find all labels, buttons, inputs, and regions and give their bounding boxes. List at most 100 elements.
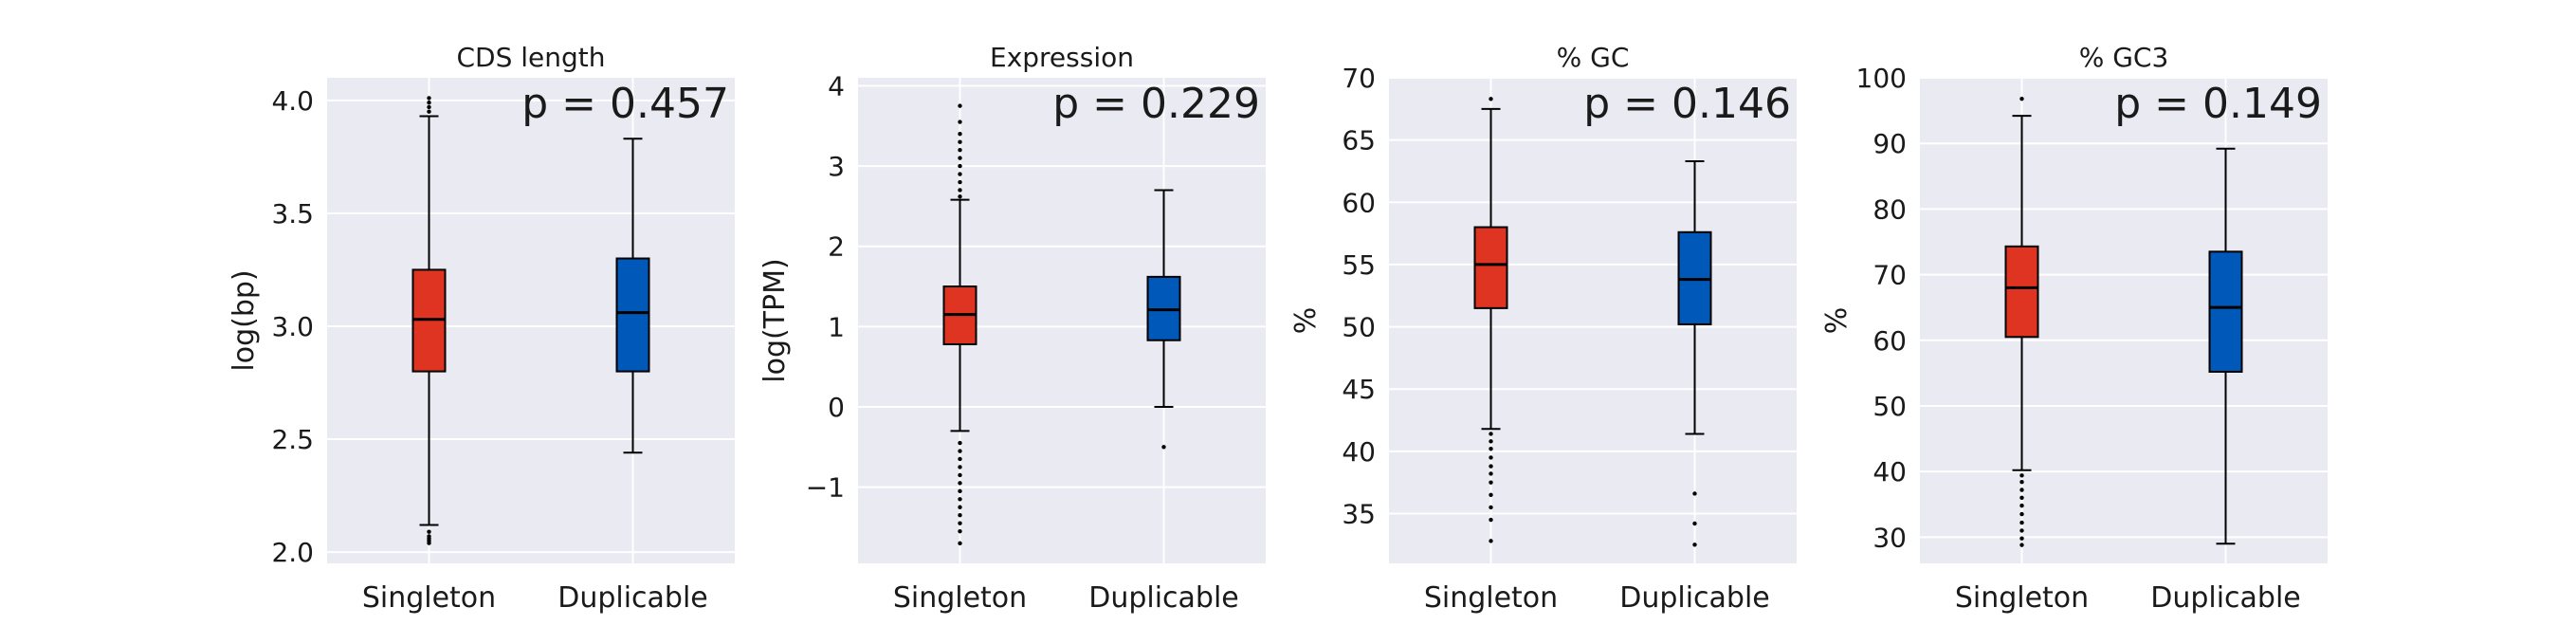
- outlier-point: [427, 534, 431, 539]
- outlier-point: [958, 505, 962, 509]
- outlier-point: [958, 449, 962, 453]
- box-singleton: [411, 96, 447, 545]
- y-tick-label: 0: [828, 392, 845, 423]
- x-category-label: Duplicable: [557, 581, 708, 615]
- y-tick-label: 2.0: [271, 537, 314, 568]
- x-category-label: Singleton: [1424, 581, 1558, 615]
- y-tick-label: 2: [828, 231, 845, 263]
- y-tick-label: 4: [828, 70, 845, 101]
- outlier-point: [1489, 464, 1493, 469]
- chart-title: Expression: [990, 42, 1134, 73]
- y-tick-label: 55: [1342, 249, 1376, 281]
- x-category-label: Duplicable: [2150, 581, 2301, 615]
- outlier-point: [958, 163, 962, 169]
- y-tick-label: 80: [1873, 193, 1907, 225]
- p-value-annotation: p = 0.457: [521, 80, 729, 128]
- outlier-point: [958, 132, 962, 137]
- p-value-annotation: p = 0.146: [1583, 80, 1791, 128]
- chart-panel-3: 35 40 45 50 55 60 65 70 Singleton Duplicable % GC%…: [1289, 42, 1797, 615]
- outlier-point: [427, 104, 431, 110]
- y-tick-label: −1: [806, 472, 845, 504]
- outlier-point: [2019, 511, 2024, 517]
- y-tick-label: 50: [1873, 391, 1907, 422]
- outlier-point: [427, 96, 431, 101]
- chart-panel-2: −1 0 1 2 3 4 Singleton Duplicable Expression log(…: [758, 42, 1266, 615]
- box-duplicable: [2208, 147, 2243, 545]
- x-category-label: Singleton: [1955, 581, 2089, 615]
- iqr-box: [1473, 226, 1508, 309]
- box-singleton: [942, 103, 977, 546]
- chart-title: CDS length: [456, 42, 605, 73]
- outlier-point: [958, 497, 962, 502]
- chart-panel-4: 30 40 50 60 70 80 90 100 Singleton Duplicable % GC…: [1820, 42, 2328, 615]
- x-category-label: Duplicable: [1619, 581, 1770, 615]
- y-tick-label: 70: [1873, 260, 1907, 291]
- plot-background: [327, 78, 735, 563]
- outlier-point: [2019, 536, 2024, 541]
- y-tick-label: 65: [1342, 125, 1376, 156]
- iqr-box: [2208, 250, 2243, 373]
- outlier-point: [958, 456, 962, 462]
- outlier-point: [1692, 543, 1697, 547]
- chart-title: % GC: [1557, 42, 1630, 73]
- outlier-point: [427, 109, 431, 114]
- box-duplicable: [1146, 189, 1181, 450]
- outlier-point: [1489, 471, 1493, 476]
- outlier-point: [1489, 480, 1493, 485]
- outlier-point: [2019, 480, 2024, 485]
- y-tick-label: 100: [1856, 63, 1907, 94]
- y-axis-label: log(bp): [228, 269, 261, 371]
- plot-background: [858, 78, 1266, 563]
- y-tick-label: 30: [1873, 522, 1907, 553]
- box-duplicable: [615, 138, 650, 454]
- outlier-point: [958, 194, 962, 199]
- y-tick-label: 3.0: [271, 311, 314, 342]
- outlier-point: [958, 147, 962, 153]
- y-tick-label: 35: [1342, 498, 1376, 529]
- outlier-point: [958, 481, 962, 486]
- y-tick-label: 40: [1342, 436, 1376, 468]
- outlier-point: [1692, 491, 1697, 496]
- x-category-label: Singleton: [362, 581, 496, 615]
- outlier-point: [2019, 520, 2024, 525]
- outlier-point: [958, 488, 962, 494]
- y-tick-label: 3: [828, 151, 845, 182]
- outlier-point: [2019, 488, 2024, 492]
- outlier-point: [958, 172, 962, 176]
- outlier-point: [1161, 445, 1166, 450]
- iqr-box: [2004, 245, 2039, 339]
- outlier-point: [2019, 503, 2024, 508]
- box-singleton: [2004, 96, 2039, 547]
- outlier-point: [958, 513, 962, 518]
- outlier-point: [1489, 97, 1493, 101]
- outlier-point: [958, 521, 962, 525]
- outlier-point: [1489, 447, 1493, 451]
- outlier-point: [1489, 539, 1493, 543]
- y-axis-label: log(TPM): [758, 258, 792, 382]
- y-axis-label: %: [1820, 307, 1854, 335]
- iqr-box: [615, 257, 650, 373]
- plot-background: [1920, 78, 2328, 563]
- y-tick-label: 60: [1873, 325, 1907, 357]
- y-tick-label: 60: [1342, 187, 1376, 218]
- outlier-point: [2019, 473, 2024, 478]
- y-tick-label: 3.5: [271, 198, 314, 230]
- outlier-point: [427, 529, 431, 534]
- y-tick-label: 40: [1873, 456, 1907, 488]
- x-category-label: Singleton: [893, 581, 1027, 615]
- p-value-annotation: p = 0.149: [2114, 80, 2322, 128]
- p-value-annotation: p = 0.229: [1052, 80, 1260, 128]
- outlier-point: [1489, 432, 1493, 436]
- outlier-point: [958, 120, 962, 124]
- y-tick-label: 4.0: [271, 85, 314, 117]
- outlier-point: [958, 139, 962, 144]
- outlier-point: [427, 100, 431, 105]
- outlier-point: [958, 103, 962, 108]
- box-singleton: [1473, 97, 1508, 543]
- outlier-point: [2019, 543, 2024, 547]
- plot-background: [1389, 78, 1797, 563]
- outlier-point: [1692, 521, 1697, 526]
- outlier-point: [1489, 492, 1493, 497]
- outlier-point: [2019, 96, 2024, 101]
